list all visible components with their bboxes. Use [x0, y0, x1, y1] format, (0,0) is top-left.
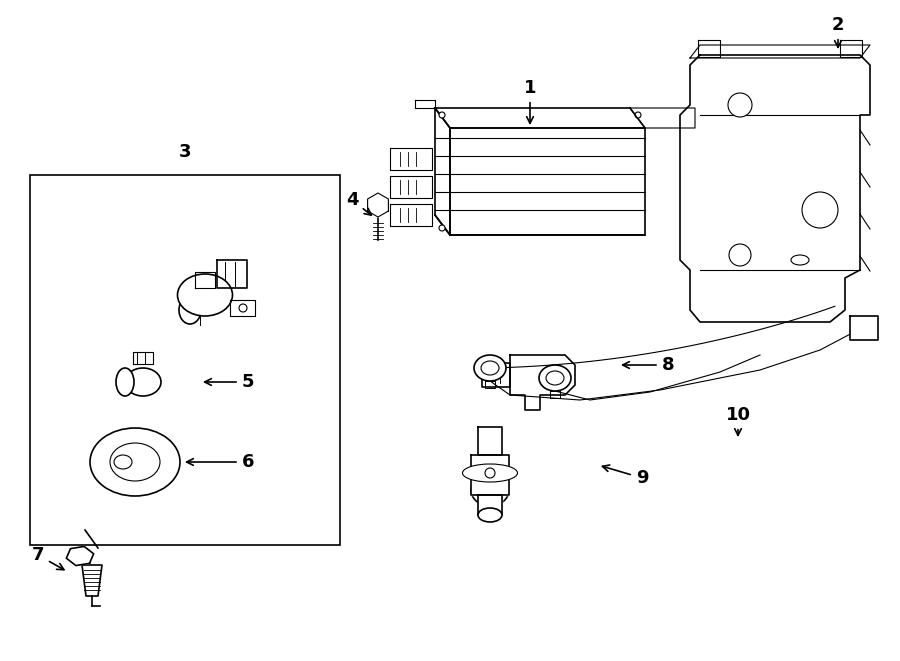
Polygon shape [67, 547, 94, 566]
Ellipse shape [110, 443, 160, 481]
Text: 8: 8 [623, 356, 674, 374]
Polygon shape [698, 40, 720, 57]
Bar [30, 175, 340, 545]
Circle shape [802, 192, 838, 228]
Ellipse shape [539, 365, 571, 391]
Ellipse shape [116, 368, 134, 396]
Polygon shape [133, 352, 153, 364]
Ellipse shape [125, 368, 161, 396]
Polygon shape [840, 40, 862, 57]
Circle shape [728, 93, 752, 117]
Polygon shape [482, 363, 510, 387]
Ellipse shape [90, 428, 180, 496]
Polygon shape [367, 193, 389, 217]
Circle shape [485, 468, 495, 478]
Circle shape [239, 304, 247, 312]
Ellipse shape [114, 455, 132, 469]
Text: 7: 7 [32, 546, 64, 570]
Ellipse shape [463, 464, 518, 482]
Circle shape [439, 112, 445, 118]
Text: 3: 3 [179, 143, 191, 161]
Polygon shape [435, 108, 645, 128]
Polygon shape [390, 204, 432, 226]
Text: 1: 1 [524, 79, 536, 124]
Polygon shape [415, 100, 435, 108]
Polygon shape [485, 381, 495, 388]
Circle shape [635, 112, 641, 118]
Text: 9: 9 [602, 465, 648, 487]
Circle shape [439, 225, 445, 231]
Polygon shape [510, 355, 575, 410]
Text: 10: 10 [725, 406, 751, 436]
Polygon shape [471, 455, 509, 495]
Text: 5: 5 [204, 373, 254, 391]
Ellipse shape [179, 296, 201, 324]
Polygon shape [195, 272, 215, 288]
Polygon shape [230, 300, 255, 316]
Ellipse shape [474, 355, 506, 381]
Polygon shape [478, 495, 502, 515]
Ellipse shape [478, 508, 502, 522]
Polygon shape [82, 565, 102, 596]
Polygon shape [390, 148, 432, 170]
Polygon shape [690, 45, 870, 58]
Ellipse shape [471, 474, 509, 506]
Ellipse shape [177, 274, 232, 316]
Circle shape [729, 244, 751, 266]
Polygon shape [390, 176, 432, 198]
Text: 2: 2 [832, 16, 844, 48]
Polygon shape [450, 128, 645, 235]
Polygon shape [630, 108, 695, 128]
Polygon shape [680, 55, 870, 322]
Ellipse shape [546, 371, 564, 385]
Polygon shape [550, 391, 560, 398]
Text: 4: 4 [346, 191, 372, 215]
Polygon shape [478, 427, 502, 455]
Text: 6: 6 [186, 453, 254, 471]
Ellipse shape [791, 255, 809, 265]
Ellipse shape [481, 361, 499, 375]
Polygon shape [217, 260, 247, 288]
Polygon shape [850, 316, 878, 340]
Polygon shape [435, 108, 450, 235]
